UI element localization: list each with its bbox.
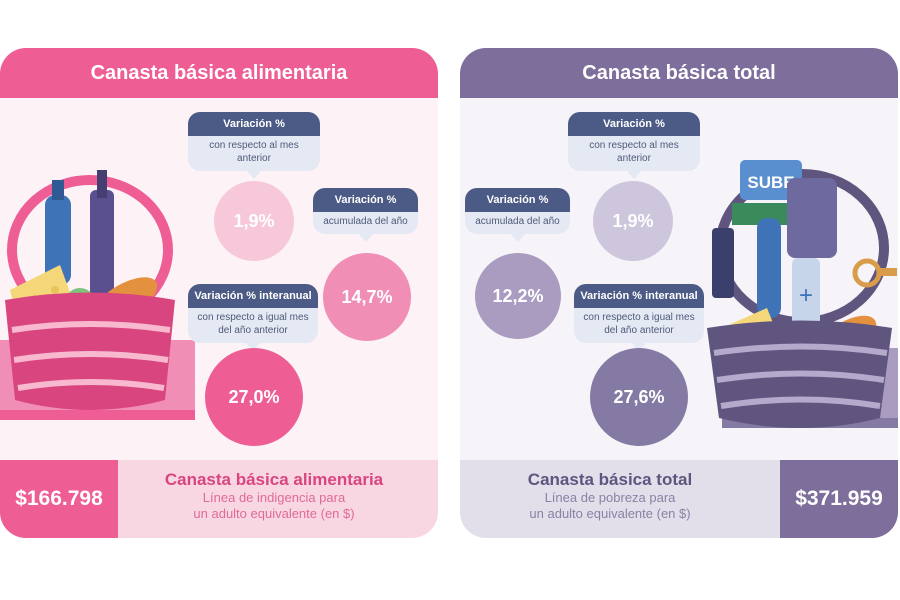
bubble-subtitle: con respecto a igual mes del año anterio… [188, 308, 318, 343]
bubble-subtitle: con respecto al mes anterior [188, 136, 320, 171]
panel-title: Canasta básica alimentaria [0, 48, 438, 98]
bubble-subtitle: acumulada del año [465, 212, 570, 234]
price-total: $371.959 [780, 460, 898, 538]
summary-bar-total: Canasta básica total Línea de pobreza pa… [460, 460, 898, 538]
summary-desc-line2: un adulto equivalente (en $) [193, 506, 355, 521]
value-variation-month: 1,9% [214, 181, 294, 261]
bubble-subtitle: con respecto al mes anterior [568, 136, 700, 171]
summary-desc-line1: Línea de pobreza para [544, 490, 676, 505]
bubble-variation-interannual: Variación % interanual con respecto a ig… [188, 284, 318, 351]
value-variation-interannual: 27,0% [205, 348, 303, 446]
bubble-subtitle: acumulada del año [313, 212, 418, 234]
bubble-title: Variación % [568, 112, 700, 136]
value-variation-month: 1,9% [593, 181, 673, 261]
price-alimentaria: $166.798 [0, 460, 118, 538]
panel-canasta-alimentaria: Canasta básica alimentaria Variación % c… [0, 48, 438, 538]
full-basket-icon: SUBE + [707, 160, 898, 428]
value-variation-year: 12,2% [475, 253, 561, 339]
bubble-variation-month: Variación % con respecto al mes anterior [188, 112, 320, 179]
panel-title: Canasta básica total [460, 48, 898, 98]
bubble-variation-interannual: Variación % interanual con respecto a ig… [574, 284, 704, 351]
summary-desc-line1: Línea de indigencia para [202, 490, 346, 505]
value-variation-year: 14,7% [323, 253, 411, 341]
summary-text: Canasta básica alimentaria Línea de indi… [124, 470, 424, 522]
value-variation-interannual: 27,6% [590, 348, 688, 446]
summary-bar-alimentaria: $166.798 Canasta básica alimentaria Líne… [0, 460, 438, 538]
summary-title: Canasta básica alimentaria [164, 470, 384, 489]
bubble-title: Variación % [313, 188, 418, 212]
bubble-title: Variación % [188, 112, 320, 136]
bubble-title: Variación % interanual [188, 284, 318, 308]
sube-card-label: SUBE [747, 173, 794, 192]
panel-canasta-total: Canasta básica total SUBE + Variación % … [460, 48, 898, 538]
summary-title: Canasta básica total [527, 470, 693, 489]
bubble-variation-year: Variación % acumulada del año [465, 188, 570, 242]
bubble-variation-month: Variación % con respecto al mes anterior [568, 112, 700, 179]
svg-text:+: + [799, 282, 813, 309]
summary-text: Canasta básica total Línea de pobreza pa… [470, 470, 750, 522]
food-basket-icon [0, 170, 195, 420]
bubble-title: Variación % interanual [574, 284, 704, 308]
bubble-title: Variación % [465, 188, 570, 212]
summary-desc-line2: un adulto equivalente (en $) [529, 506, 691, 521]
bubble-variation-year: Variación % acumulada del año [313, 188, 418, 242]
bubble-subtitle: con respecto a igual mes del año anterio… [574, 308, 704, 343]
